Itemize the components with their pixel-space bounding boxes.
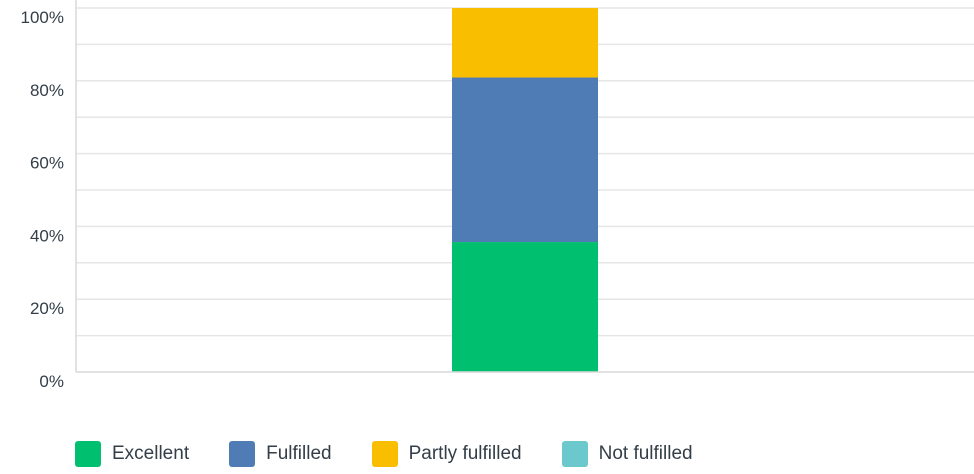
legend-swatch-partly-fulfilled	[371, 441, 398, 467]
bar-segment-excellent	[452, 242, 598, 372]
axes	[75, 0, 974, 373]
legend-label-not-fulfilled: Not fulfilled	[598, 443, 693, 464]
legend-item-fulfilled: Fulfilled	[229, 441, 332, 467]
legend: Excellent Fulfilled Partly fulfilled Not…	[75, 439, 733, 469]
bar-segments	[452, 8, 598, 372]
y-tick-label: 80%	[30, 81, 64, 100]
legend-item-not-fulfilled: Not fulfilled	[561, 441, 693, 467]
legend-swatch-fulfilled	[229, 441, 256, 467]
y-tick-labels: 0% 20% 40% 60% 80% 100%	[21, 8, 64, 391]
stacked-bar-chart: 0% 20% 40% 60% 80% 100%	[21, 0, 974, 391]
bar-segment-partly-fulfilled	[452, 8, 598, 78]
legend-item-excellent: Excellent	[75, 441, 189, 467]
legend-swatch-not-fulfilled	[561, 441, 588, 467]
bar-segment-fulfilled	[452, 77, 598, 243]
y-tick-label: 0%	[39, 372, 64, 391]
legend-label-fulfilled: Fulfilled	[266, 443, 332, 464]
chart-area: 0% 20% 40% 60% 80% 100%	[21, 0, 974, 391]
y-tick-label: 60%	[30, 154, 64, 173]
legend-swatch-excellent	[75, 441, 101, 467]
y-tick-label: 100%	[21, 8, 64, 27]
legend-label-excellent: Excellent	[112, 443, 190, 464]
y-tick-label: 40%	[30, 226, 64, 245]
legend-label-partly-fulfilled: Partly fulfilled	[408, 443, 522, 464]
y-tick-label: 20%	[30, 299, 64, 318]
legend-item-partly-fulfilled: Partly fulfilled	[371, 441, 522, 467]
